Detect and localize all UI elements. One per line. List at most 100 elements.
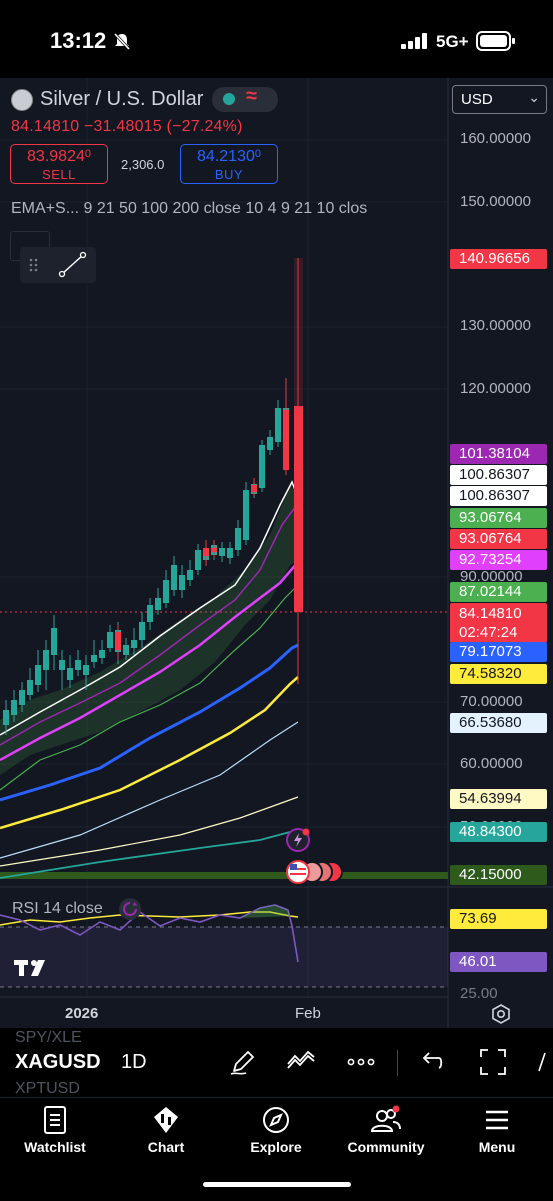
price-tag: 42.15000 [450,865,547,885]
price-tag: 140.96656 [450,249,547,269]
candle-body [163,580,169,603]
moving-average-line [0,502,299,746]
price-change-line: 84.14810 −31.48015 (−27.24%) [11,118,243,136]
market-status-pill[interactable] [212,87,278,112]
nav-chart[interactable]: Chart [116,1103,216,1155]
indicator-legend[interactable]: EMA+S... 9 21 50 100 200 close 10 4 9 21… [11,200,368,217]
status-time: 13:12 [50,28,107,53]
price-axis-label: 150.00000 [460,193,531,210]
nav-community[interactable]: Community [336,1103,436,1155]
nav-explore[interactable]: Explore [226,1103,326,1155]
trend-line-tool-icon[interactable] [20,247,96,283]
market-open-dot-icon [223,93,235,105]
candle-body [243,490,249,540]
price-tag: 93.06764 [450,529,547,549]
spread-value: 2,306.0 [121,157,165,172]
candle-body [155,598,161,610]
price-axis-label: 70.00000 [460,693,523,710]
buy-label: BUY [214,167,244,182]
redo-icon-partial[interactable] [535,1047,553,1077]
candle-body [67,668,73,680]
candle-body [259,445,265,488]
compass-icon [263,1107,289,1133]
rsi-line [0,904,299,963]
undo-icon[interactable] [418,1047,448,1077]
candle-ghost [294,258,303,406]
price-tag: 48.84300 [450,822,547,842]
chart-icon [154,1107,178,1133]
rsi-overbought-fill [240,905,290,918]
tradingview-logo-icon[interactable] [14,957,54,985]
price-axis-label: 60.00000 [460,755,523,772]
rsi-band [0,927,448,987]
price-axis-label: 160.00000 [460,130,531,147]
lightning-event-icon[interactable] [284,826,312,854]
moving-average-line [0,676,299,830]
candle-body [267,437,273,450]
buy-price: 84.2130 [197,148,255,165]
toolbar-divider [397,1050,398,1076]
currency-select[interactable]: USD ⌄ [452,85,547,114]
symbol-search-button[interactable]: XAGUSD [15,1051,101,1073]
candle-body [91,655,97,662]
candle-body [147,605,153,622]
rsi-ma-line [0,911,299,926]
price-tag: 54.63994 [450,789,547,809]
drawing-tool-widget[interactable] [20,247,96,283]
nav-menu[interactable]: Menu [447,1103,547,1155]
home-indicator [203,1182,351,1187]
sell-price-small: 0 [84,148,91,160]
symbol-logo [11,89,33,111]
candle-body [179,575,185,590]
time-axis-year: 2026 [65,1005,99,1022]
more-options-icon[interactable] [346,1047,376,1077]
candle-body [131,640,137,648]
candle-body [235,528,241,550]
candle-body [187,570,193,580]
ema-ribbon-fill [0,485,298,775]
nav-watchlist[interactable]: Watchlist [5,1103,105,1155]
price-chart[interactable] [0,78,553,1028]
battery-icon [476,31,515,51]
price-axis-label: 90.00000 [460,568,523,585]
indicators-icon[interactable] [286,1047,316,1077]
price-tag: 87.02144 [450,582,547,602]
candle-body [11,700,17,715]
symbol-title[interactable]: Silver / U.S. Dollar [40,88,204,110]
candle-body [283,410,289,470]
pen-icon[interactable] [228,1047,258,1077]
price-tag: 79.17073 [450,642,547,662]
sell-button[interactable]: 83.98240 SELL [10,144,108,184]
refresh-icon[interactable] [119,898,141,920]
fullscreen-icon[interactable] [478,1047,508,1077]
candle-body [43,650,49,670]
price-tag: 100.86307 [450,465,547,485]
watchlist-icon [44,1106,66,1134]
price-tag: 100.86307 [450,486,547,506]
currency-value: USD [461,91,493,108]
price-axis-label: 130.00000 [460,317,531,334]
bottom-toolbar [0,1031,553,1097]
candle-body [75,660,81,670]
community-icon [370,1105,401,1132]
candle-body [171,565,177,590]
buy-button[interactable]: 84.21300 BUY [180,144,278,184]
buy-price-small: 0 [254,148,261,160]
interval-button[interactable]: 1D [121,1051,147,1073]
network-label: 5G+ [436,32,469,51]
candle-body [59,660,65,670]
candle-body [19,690,25,705]
moving-average-line [0,831,291,879]
price-tag: 66.53680 [450,713,547,733]
rsi-legend[interactable]: RSI 14 close [12,900,103,917]
rsi-tag-a: 73.69 [450,909,547,929]
signal-icon [401,33,427,49]
wave-icon: ≈ [246,85,257,107]
moving-average-line [0,721,299,859]
economic-events-flags-icon[interactable] [285,858,345,886]
candle-body [35,665,41,685]
candle-body [27,680,33,695]
chart-settings-icon[interactable] [490,1003,512,1025]
bell-muted-icon [113,32,131,51]
candle-body [227,548,233,558]
